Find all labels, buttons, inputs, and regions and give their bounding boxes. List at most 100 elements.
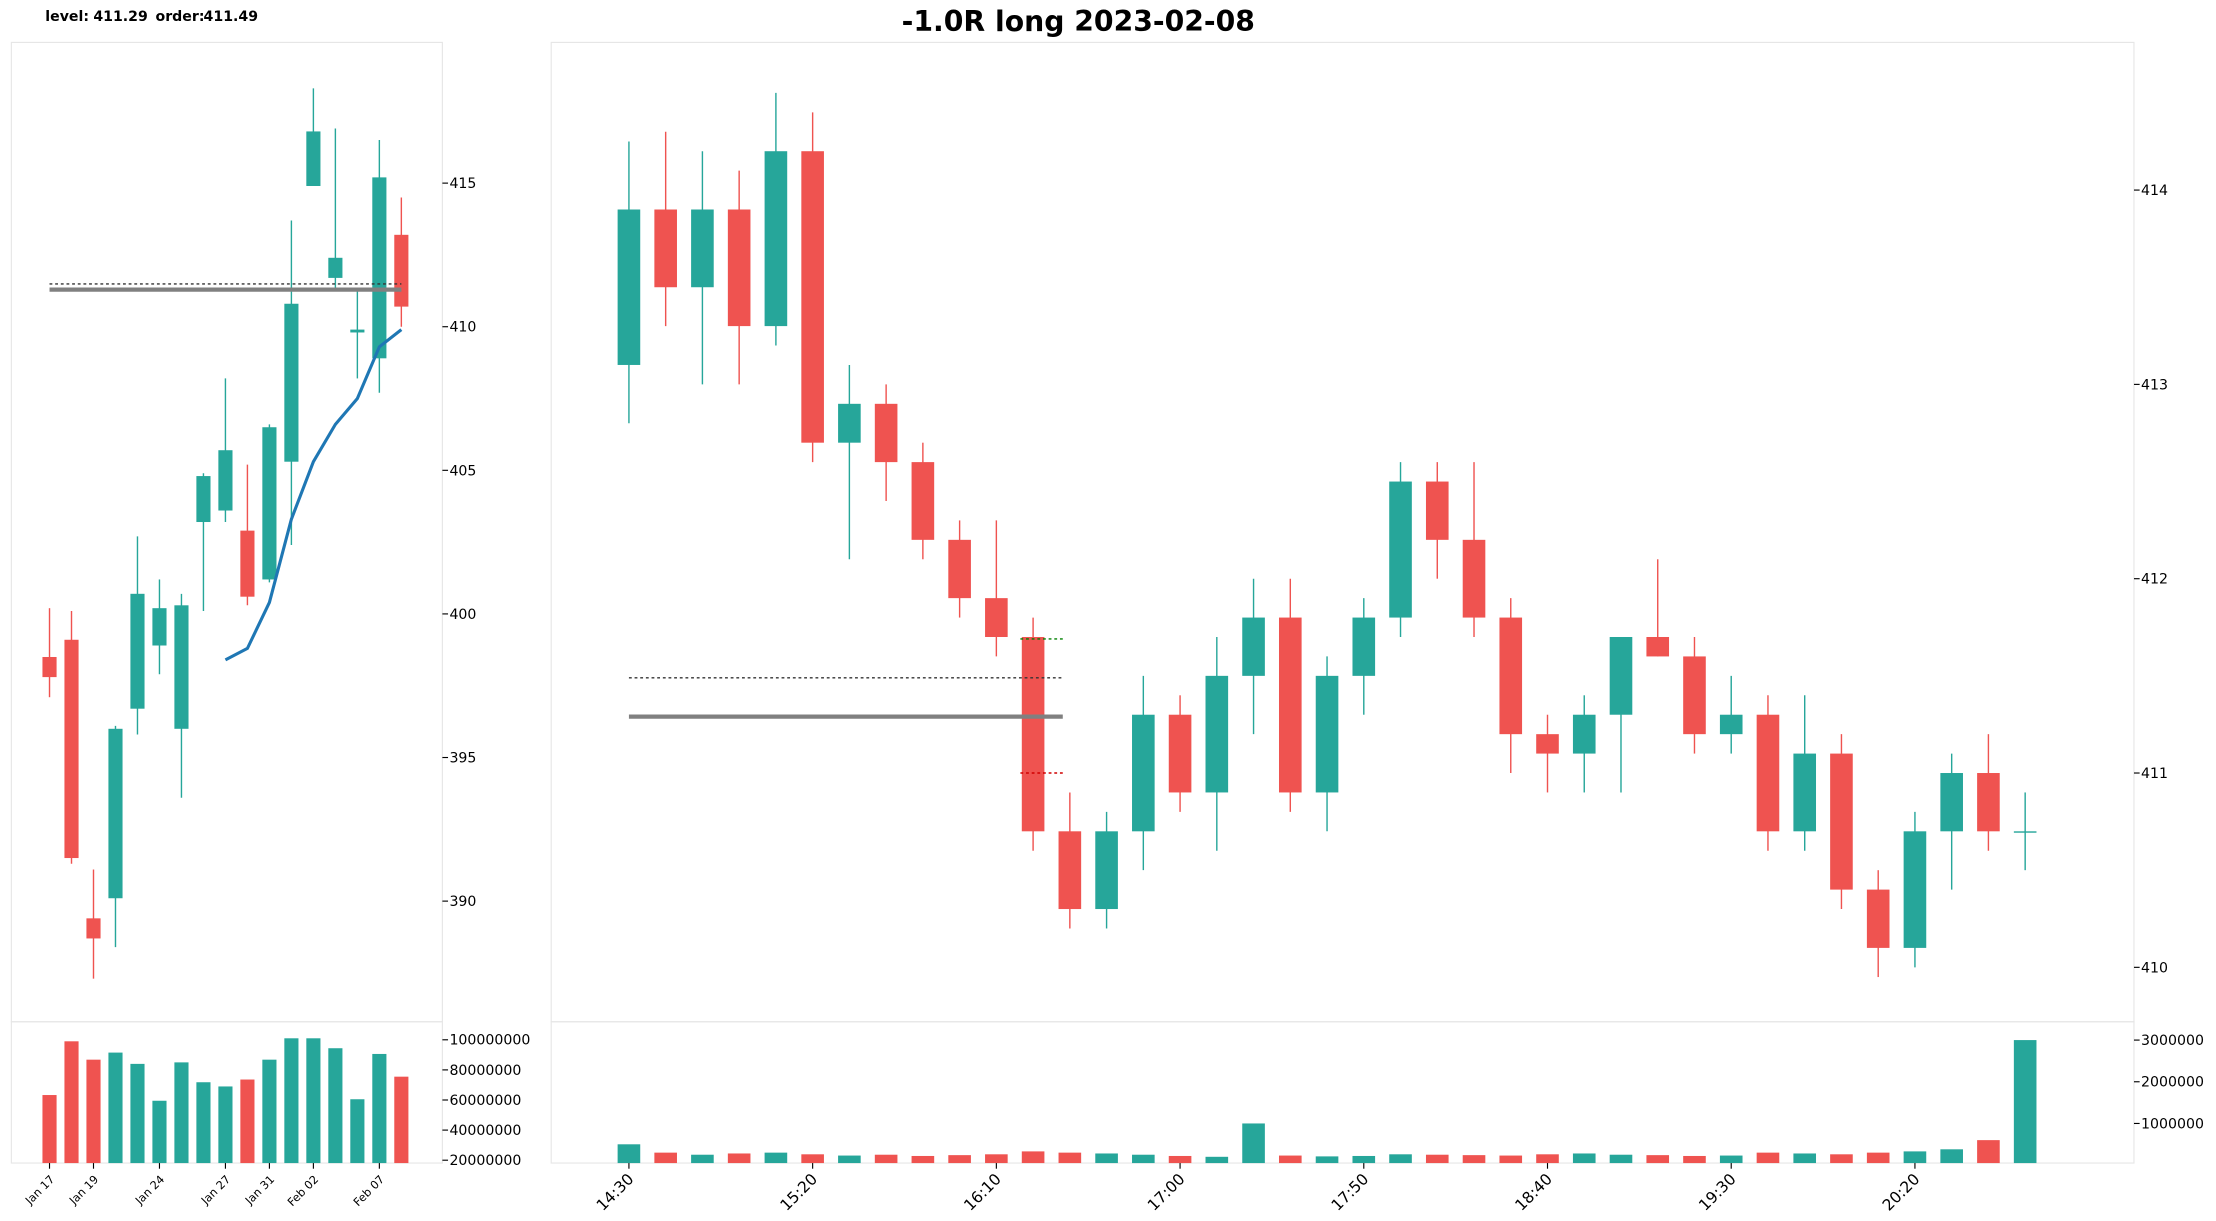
volume-frame bbox=[550, 1021, 2135, 1164]
volume-bar bbox=[1499, 1155, 1523, 1164]
x-tick-label: Jan 17 bbox=[22, 1173, 57, 1208]
candle-body bbox=[911, 462, 935, 540]
volume-bar bbox=[1058, 1152, 1082, 1164]
y-tick-label: 413 bbox=[2141, 377, 2168, 393]
candle-body bbox=[64, 639, 79, 859]
candle-body bbox=[1903, 831, 1927, 948]
x-tick-label: Jan 31 bbox=[242, 1173, 277, 1208]
candle-body bbox=[1536, 734, 1559, 754]
candle-body bbox=[1499, 617, 1523, 735]
volume-bar bbox=[1352, 1155, 1376, 1164]
volume-tick-label: 100000000 bbox=[449, 1033, 530, 1049]
x-tick-label: 20:20 bbox=[1879, 1170, 1923, 1214]
volume-bar bbox=[1095, 1153, 1118, 1164]
candle-body bbox=[372, 177, 387, 359]
volume-bar bbox=[1315, 1156, 1339, 1164]
order-label: order: bbox=[156, 9, 205, 25]
candle-body bbox=[1940, 773, 1963, 832]
volume-bar bbox=[262, 1059, 277, 1164]
volume-bar bbox=[1132, 1154, 1155, 1164]
candle-body bbox=[130, 593, 145, 709]
candle-body bbox=[838, 403, 861, 443]
candle-body bbox=[284, 303, 299, 462]
candle-body bbox=[1095, 831, 1118, 910]
x-tick-label: 15:20 bbox=[777, 1170, 821, 1214]
volume-bar bbox=[218, 1086, 233, 1164]
level-label: level: bbox=[45, 9, 89, 25]
volume-tick-label: 1000000 bbox=[2141, 1116, 2204, 1132]
candle-body bbox=[174, 605, 189, 729]
volume-bar bbox=[328, 1048, 343, 1164]
volume-bar bbox=[1866, 1152, 1890, 1164]
candle-body bbox=[1058, 831, 1082, 910]
volume-bar bbox=[948, 1155, 971, 1164]
volume-tick-label: 20000000 bbox=[449, 1153, 521, 1169]
candle-body bbox=[1389, 481, 1412, 618]
volume-bar bbox=[911, 1155, 935, 1164]
candle-body bbox=[196, 476, 211, 523]
volume-bar bbox=[1683, 1155, 1706, 1164]
candle-body bbox=[2013, 831, 2037, 833]
volume-bar bbox=[64, 1041, 79, 1164]
volume-bar bbox=[1756, 1152, 1780, 1164]
y-tick-label: 405 bbox=[449, 463, 476, 479]
level-value: 411.29 bbox=[93, 9, 148, 25]
x-tick-label: Jan 24 bbox=[132, 1173, 167, 1208]
x-tick-label: 19:30 bbox=[1695, 1170, 1739, 1214]
candle-body bbox=[985, 598, 1008, 637]
candle-body bbox=[394, 234, 409, 307]
x-tick-label: 17:50 bbox=[1328, 1170, 1372, 1214]
volume-bar bbox=[874, 1154, 898, 1164]
candle-body bbox=[874, 403, 898, 463]
volume-bar bbox=[284, 1038, 299, 1164]
volume-bar bbox=[1278, 1155, 1302, 1164]
volume-bar bbox=[727, 1153, 751, 1164]
candle-body bbox=[727, 209, 751, 327]
volume-bar bbox=[838, 1155, 861, 1164]
candle-body bbox=[654, 209, 677, 288]
volume-bar bbox=[985, 1154, 1008, 1164]
y-tick-label: 390 bbox=[449, 894, 476, 910]
candle-body bbox=[42, 656, 57, 678]
volume-frame bbox=[10, 1021, 443, 1164]
candle-body bbox=[152, 608, 167, 646]
x-tick-label: Feb 07 bbox=[351, 1173, 387, 1209]
volume-bar bbox=[691, 1154, 714, 1164]
volume-tick-label: 60000000 bbox=[449, 1093, 521, 1109]
volume-bar bbox=[1021, 1151, 1045, 1164]
volume-bar bbox=[1462, 1155, 1486, 1164]
y-tick-label: 414 bbox=[2141, 183, 2168, 199]
y-tick-label: 411 bbox=[2141, 766, 2168, 782]
volume-bar bbox=[654, 1152, 677, 1164]
candle-body bbox=[306, 131, 321, 186]
candle-body bbox=[1756, 714, 1780, 832]
volume-bar bbox=[801, 1154, 824, 1164]
candle-body bbox=[328, 257, 343, 278]
volume-tick-label: 80000000 bbox=[449, 1063, 521, 1079]
candle-body bbox=[691, 209, 714, 288]
volume-bar bbox=[130, 1063, 145, 1164]
moving-average bbox=[224, 328, 403, 662]
candle-body bbox=[1205, 675, 1229, 793]
volume-bar bbox=[108, 1052, 123, 1164]
y-tick-label: 415 bbox=[449, 176, 476, 192]
volume-bar bbox=[1719, 1155, 1743, 1164]
volume-bar bbox=[1572, 1153, 1596, 1164]
volume-bar bbox=[2013, 1040, 2037, 1164]
x-tick-label: 14:30 bbox=[593, 1170, 637, 1214]
volume-tick-label: 40000000 bbox=[449, 1123, 521, 1139]
x-tick-label: Feb 02 bbox=[285, 1173, 321, 1209]
candle-body bbox=[1132, 714, 1155, 832]
volume-bar bbox=[174, 1062, 189, 1164]
volume-bar bbox=[1205, 1156, 1229, 1164]
volume-bar bbox=[764, 1152, 788, 1164]
volume-bar bbox=[1389, 1154, 1412, 1164]
plot-frame bbox=[550, 41, 2135, 1023]
candle-body bbox=[218, 450, 233, 511]
volume-bar bbox=[394, 1076, 409, 1164]
y-tick-label: 410 bbox=[2141, 960, 2168, 976]
volume-bar bbox=[372, 1053, 387, 1164]
volume-bar bbox=[240, 1079, 255, 1164]
volume-bar bbox=[152, 1100, 167, 1164]
